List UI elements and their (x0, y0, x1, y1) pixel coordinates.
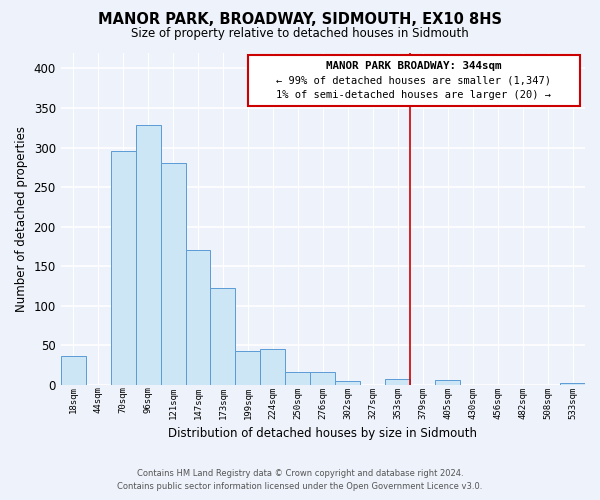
Bar (61, 356, 86, 385)
Bar (161, 164, 185, 385)
Bar (110, 150, 136, 385)
Bar (136, 124, 161, 385)
Text: MANOR PARK, BROADWAY, SIDMOUTH, EX10 8HS: MANOR PARK, BROADWAY, SIDMOUTH, EX10 8HS (98, 12, 502, 28)
Text: Contains HM Land Registry data © Crown copyright and database right 2024.
Contai: Contains HM Land Registry data © Crown c… (118, 470, 482, 491)
Text: ← 99% of detached houses are smaller (1,347): ← 99% of detached houses are smaller (1,… (277, 76, 551, 86)
Text: Size of property relative to detached houses in Sidmouth: Size of property relative to detached ho… (131, 28, 469, 40)
Bar (310, 372, 335, 385)
Y-axis label: Number of detached properties: Number of detached properties (15, 126, 28, 312)
Bar (260, 348, 286, 385)
Bar (560, 384, 585, 385)
Bar (435, 380, 460, 385)
Bar (385, 380, 410, 385)
Text: 1% of semi-detached houses are larger (20) →: 1% of semi-detached houses are larger (2… (277, 90, 551, 100)
Bar (211, 288, 235, 385)
Bar (235, 351, 260, 385)
X-axis label: Distribution of detached houses by size in Sidmouth: Distribution of detached houses by size … (169, 427, 478, 440)
Bar (286, 372, 310, 385)
Text: MANOR PARK BROADWAY: 344sqm: MANOR PARK BROADWAY: 344sqm (326, 61, 502, 71)
Bar (335, 381, 360, 385)
Bar (185, 250, 211, 385)
FancyBboxPatch shape (248, 55, 580, 106)
